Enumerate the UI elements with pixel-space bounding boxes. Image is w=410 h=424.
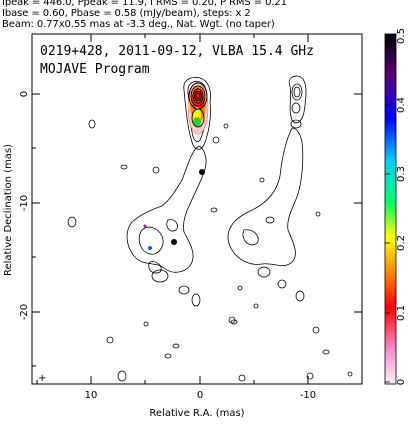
x-ticks <box>36 34 309 384</box>
y-ticks <box>32 93 362 367</box>
header-line-1: Ipeak = 446.0, Ppeak = 11.9, I RMS = 0.2… <box>2 0 287 8</box>
colorbar-ticks <box>385 35 390 383</box>
knot-marker <box>199 169 205 175</box>
polarization-core <box>187 81 209 135</box>
knot-marker <box>143 224 147 228</box>
colorbar-tick-label: 0.3 <box>396 166 407 182</box>
y-tick-label: -20 <box>19 304 30 320</box>
colorbar-tick-label: 0.1 <box>396 305 407 321</box>
y-axis-label: Relative Declination (mas) <box>3 144 14 276</box>
header-line-2: Ibase = 0.60, Pbase = 0.58 (mJy/beam), s… <box>2 8 251 19</box>
core-rings <box>188 82 208 128</box>
y-tick-label: 0 <box>19 91 30 97</box>
polarization-contours <box>227 75 353 380</box>
panel-title: 0219+428, 2011-09-12, VLBA 15.4 GHz <box>40 44 314 59</box>
total-intensity-contours <box>67 76 246 382</box>
colorbar-tick-label: 0.5 <box>396 28 407 44</box>
knot-marker <box>171 239 177 245</box>
x-tick-label: 0 <box>197 390 203 401</box>
x-tick-label: 10 <box>85 390 98 401</box>
x-axis-label: Relative R.A. (mas) <box>149 408 244 419</box>
panel-subtitle: MOJAVE Program <box>40 62 150 77</box>
colorbar <box>384 33 397 385</box>
y-tick-label: -10 <box>19 195 30 211</box>
colorbar-tick-label: 0.4 <box>396 97 407 113</box>
corner-mark: + <box>38 373 46 384</box>
header-line-3: Beam: 0.77x0.55 mas at -3.3 deg., Nat. W… <box>2 19 275 30</box>
colorbar-tick-label: 0 <box>396 379 407 385</box>
knot-marker <box>148 246 152 250</box>
colorbar-tick-label: 0.2 <box>396 235 407 251</box>
plot-frame <box>31 33 363 385</box>
x-tick-label: -10 <box>300 390 316 401</box>
